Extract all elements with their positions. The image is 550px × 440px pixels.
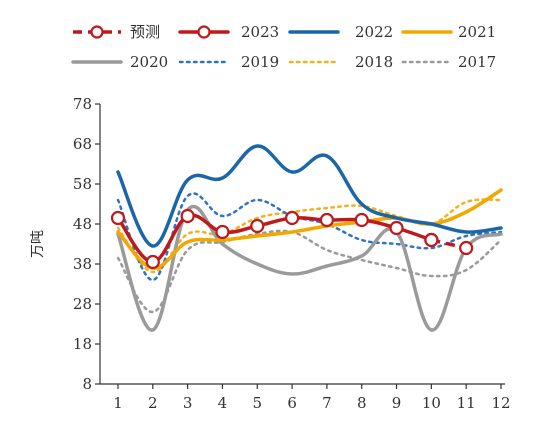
x-tick-label: 11 — [457, 394, 476, 412]
series-2023-point — [215, 224, 230, 240]
legend-marker — [197, 25, 211, 39]
series-line-2018 — [116, 198, 503, 274]
legend-item-2023: 2023 — [178, 23, 279, 41]
x-tick-label: 8 — [357, 394, 367, 412]
legend-label: 2021 — [458, 23, 496, 41]
x-tick-label: 9 — [392, 394, 402, 412]
y-tick-label: 28 — [73, 295, 92, 313]
y-axis-title: 万吨 — [30, 230, 46, 258]
legend-item-2017: 2017 — [401, 53, 496, 71]
legend-label: 2017 — [458, 53, 496, 71]
series-2023-point — [180, 208, 195, 224]
y-tick-label: 38 — [73, 255, 92, 273]
x-tick-label: 3 — [183, 394, 193, 412]
legend-item-2021: 2021 — [401, 23, 496, 41]
series-2023-point — [284, 210, 300, 226]
x-tick-label: 10 — [422, 394, 441, 412]
y-tick-label: 58 — [73, 175, 92, 193]
x-tick-label: 6 — [287, 394, 297, 412]
y-tick-label: 48 — [73, 215, 92, 233]
series-line-2022 — [116, 144, 503, 248]
series-2023-point — [145, 254, 160, 270]
forecast-point — [424, 232, 439, 248]
forecast-point — [459, 240, 474, 256]
legend-label: 2018 — [355, 53, 393, 71]
series-2023-point — [250, 218, 265, 234]
series-2023-point — [110, 210, 126, 226]
legend-item-2022: 2022 — [288, 23, 393, 41]
series-2023-point — [319, 212, 335, 228]
plot-area — [110, 144, 503, 332]
series-line-2020 — [116, 205, 503, 332]
series-2023-point — [389, 220, 404, 236]
x-tick-label: 1 — [113, 394, 123, 412]
legend-label: 2020 — [130, 53, 168, 71]
legend-label: 2019 — [241, 53, 279, 71]
x-tick-label: 4 — [218, 394, 228, 412]
series-line-2017 — [116, 229, 503, 314]
legend-item-2018: 2018 — [288, 53, 393, 71]
legend-label: 2023 — [241, 23, 279, 41]
y-tick-label: 68 — [73, 135, 92, 153]
y-tick-label: 8 — [82, 375, 92, 393]
y-tick-label: 18 — [73, 335, 92, 353]
x-tick-label: 2 — [148, 394, 158, 412]
x-tick-label: 7 — [322, 394, 332, 412]
legend-item-forecast: 预测 — [73, 23, 160, 41]
legend: 预测 2023 2022 2021 2020 2019 2018 2017 — [71, 23, 496, 71]
x-tick-label: 5 — [252, 394, 262, 412]
legend-item-2020: 2020 — [71, 53, 168, 71]
legend-label: 预测 — [130, 23, 160, 41]
series-2023-point — [354, 212, 369, 228]
legend-item-2019: 2019 — [178, 53, 279, 71]
y-tick-label: 78 — [73, 95, 92, 113]
legend-label: 2022 — [355, 23, 393, 41]
series-line-2023 — [116, 213, 434, 264]
x-tick-label: 12 — [491, 394, 510, 412]
legend-marker — [90, 25, 104, 39]
